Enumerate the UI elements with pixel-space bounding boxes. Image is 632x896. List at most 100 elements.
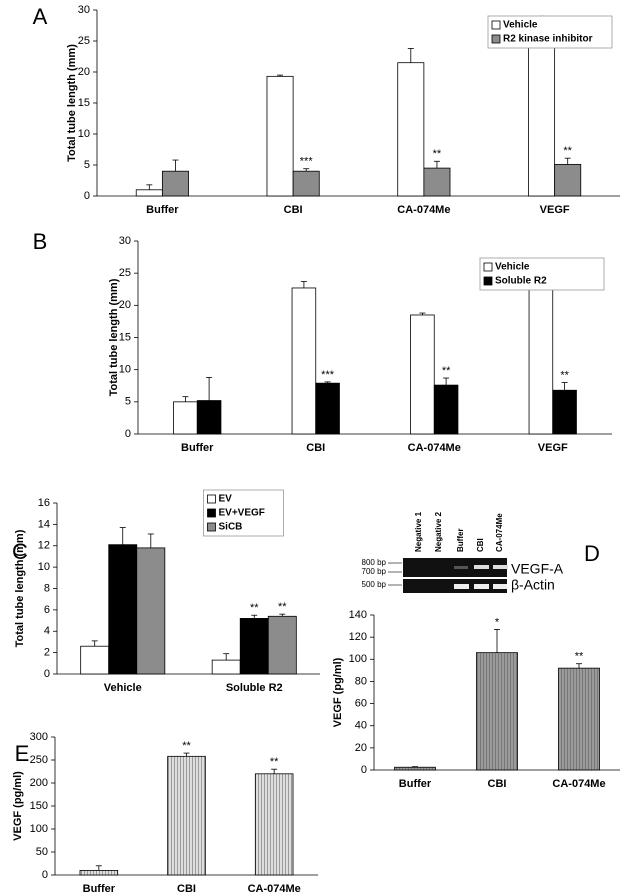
bar [136,547,166,675]
gel-band [493,584,507,589]
y-axis-label: Total tube length (mm) [66,44,78,162]
annotation: ** [560,369,569,381]
y-tick-label: 6 [44,604,50,616]
gel-band [474,565,489,569]
legend-swatch [207,522,216,532]
panel-label: B [33,229,48,254]
panel-label: E [15,741,30,766]
gel-marker-label: 500 bp [362,580,387,589]
x-tick-label: Buffer [399,778,432,790]
y-tick-label: 10 [119,364,131,376]
bar [79,870,119,876]
y-tick-label: 30 [119,235,131,247]
legend-swatch [483,262,493,272]
y-tick-label: 150 [30,800,48,812]
y-tick-label: 15 [119,331,131,343]
y-tick-label: 14 [38,518,50,530]
y-tick-label: 0 [361,764,367,776]
y-tick-label: 20 [355,742,367,754]
x-tick-label: Buffer [181,442,214,454]
bar [80,645,110,675]
y-tick-label: 40 [355,720,367,732]
y-tick-label: 15 [78,97,90,109]
annotation: ** [433,148,442,160]
legend-label: EV+VEGF [219,508,265,519]
legend-label: SiCB [219,522,243,533]
bar [476,652,518,771]
gel-band [454,566,468,569]
annotation: ** [442,365,451,377]
gel-marker-label: 800 bp [362,558,387,567]
bar [267,615,297,675]
y-tick-label: 100 [30,823,48,835]
y-tick-label: 4 [44,625,50,637]
y-tick-label: 0 [44,668,50,680]
y-tick-label: 30 [78,4,90,16]
y-tick-label: 10 [38,561,50,573]
y-tick-label: 20 [119,299,131,311]
y-tick-label: 5 [84,159,90,171]
legend-swatch [491,34,501,44]
gel-band-label: VEGF-A [511,561,564,577]
y-axis-label: VEGF (pg/ml) [332,657,344,727]
gel-band-label: β-Actin [511,577,555,593]
y-tick-label: 120 [349,631,367,643]
x-tick-label: CA-074Me [552,778,605,790]
y-tick-label: 0 [84,190,90,202]
y-tick-label: 50 [36,846,48,858]
legend-label: Vehicle [495,262,530,273]
gel-lane-label: Negative 2 [434,511,443,552]
x-tick-label: CA-074Me [408,442,461,454]
y-tick-label: 12 [38,540,50,552]
bar [292,170,320,197]
y-tick-label: 2 [44,647,50,659]
legend-swatch [491,20,501,30]
bar [161,170,189,197]
annotation: *** [321,369,335,381]
x-tick-label: Buffer [83,883,116,895]
y-axis-label: VEGF (pg/ml) [12,771,24,841]
bar [410,314,435,435]
x-tick-label: CBI [177,883,196,895]
y-axis-label: Total tube length (mm) [108,278,120,396]
y-axis-label: Total tube length (mm) [14,529,26,647]
y-tick-label: 80 [355,675,367,687]
annotation: *** [300,156,314,168]
bar [433,384,459,435]
gel-lane-label: Negative 1 [414,511,423,552]
x-tick-label: Soluble R2 [226,682,283,694]
bar [528,278,554,435]
bar [528,26,556,197]
x-tick-label: CBI [306,442,325,454]
gel-band [454,584,469,589]
bar [173,401,198,435]
legend-label: R2 kinase inhibitor [503,34,593,45]
y-tick-label: 0 [42,869,48,881]
x-tick-label: CA-074Me [397,204,450,216]
x-tick-label: Vehicle [104,682,142,694]
y-tick-label: 10 [78,128,90,140]
legend-swatch [207,508,216,518]
bar [291,287,317,435]
legend-box [479,257,605,291]
bar [266,75,294,197]
y-tick-label: 140 [349,609,367,621]
gel-band [474,584,489,589]
y-tick-label: 100 [349,653,367,665]
y-tick-label: 25 [119,267,131,279]
gel-lane-label: CA-074Me [495,513,504,552]
x-tick-label: CA-074Me [248,883,301,895]
bar [315,382,340,435]
x-tick-label: Buffer [146,204,179,216]
legend-swatch [483,276,493,286]
legend-swatch [207,494,216,504]
gel [388,558,508,593]
annotation: ** [182,740,191,752]
bar [423,167,451,197]
legend-box [487,15,613,49]
x-tick-label: CBI [488,778,507,790]
annotation: ** [278,601,287,613]
y-tick-label: 5 [125,396,131,408]
legend-label: Soluble R2 [495,276,547,287]
